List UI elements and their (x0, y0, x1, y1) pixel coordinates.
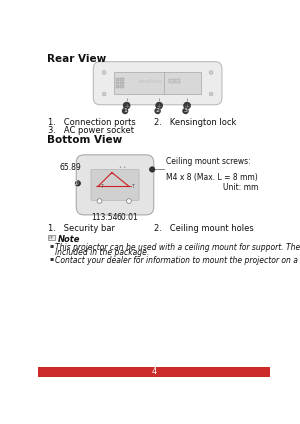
Text: Rear View: Rear View (47, 54, 106, 64)
Bar (116, 82, 119, 84)
Bar (38, 367, 270, 377)
Circle shape (184, 102, 190, 109)
Circle shape (123, 102, 130, 109)
Text: 113.54: 113.54 (91, 213, 117, 222)
Text: 2: 2 (156, 109, 160, 114)
Text: ①: ① (74, 181, 79, 186)
Text: Note: Note (58, 235, 80, 244)
FancyBboxPatch shape (48, 235, 55, 240)
Text: 2.   Ceiling mount holes: 2. Ceiling mount holes (154, 224, 254, 233)
Circle shape (127, 199, 131, 204)
Circle shape (97, 199, 102, 204)
Text: T: T (100, 184, 103, 189)
Bar (120, 85, 124, 88)
Text: 65.89: 65.89 (59, 163, 81, 173)
Text: ▪: ▪ (50, 243, 54, 248)
Text: 4: 4 (151, 368, 156, 377)
Bar (120, 78, 124, 81)
Circle shape (75, 181, 80, 186)
Text: Bottom View: Bottom View (47, 135, 122, 145)
Text: 60.01: 60.01 (116, 213, 138, 222)
Circle shape (102, 92, 106, 96)
Text: 3: 3 (184, 109, 188, 114)
Circle shape (149, 167, 155, 172)
Text: M4 x 8 (Max. L = 8 mm): M4 x 8 (Max. L = 8 mm) (166, 173, 258, 181)
Bar (169, 79, 174, 83)
Text: 2.   Kensington lock: 2. Kensington lock (154, 118, 236, 127)
Text: 3.   AC power socket: 3. AC power socket (48, 126, 134, 134)
Bar (116, 85, 119, 88)
Bar (120, 82, 124, 84)
Text: 1.   Connection ports: 1. Connection ports (48, 118, 136, 127)
Text: included in the package.: included in the package. (55, 248, 149, 257)
Text: • •: • • (119, 165, 126, 170)
FancyBboxPatch shape (76, 155, 154, 215)
Text: Contact your dealer for information to mount the projector on a ceiling.: Contact your dealer for information to m… (55, 257, 300, 265)
FancyBboxPatch shape (114, 73, 201, 94)
Text: This projector can be used with a ceiling mount for support. The ceiling mount i: This projector can be used with a ceilin… (55, 243, 300, 251)
Text: 1: 1 (123, 109, 127, 114)
Text: CF: CF (49, 236, 54, 240)
Circle shape (209, 70, 213, 74)
Text: Unit: mm: Unit: mm (223, 183, 258, 192)
Text: ▪: ▪ (50, 257, 54, 262)
Circle shape (102, 70, 106, 74)
Text: Ceiling mount screws:: Ceiling mount screws: (166, 157, 251, 166)
Bar (116, 78, 119, 81)
Text: ViewSonic: ViewSonic (137, 79, 162, 84)
Circle shape (209, 92, 213, 96)
FancyBboxPatch shape (93, 61, 222, 105)
Circle shape (156, 102, 163, 109)
Text: 1.   Security bar: 1. Security bar (48, 224, 115, 233)
FancyBboxPatch shape (91, 170, 139, 200)
Text: T: T (131, 184, 134, 189)
Bar (176, 79, 180, 83)
